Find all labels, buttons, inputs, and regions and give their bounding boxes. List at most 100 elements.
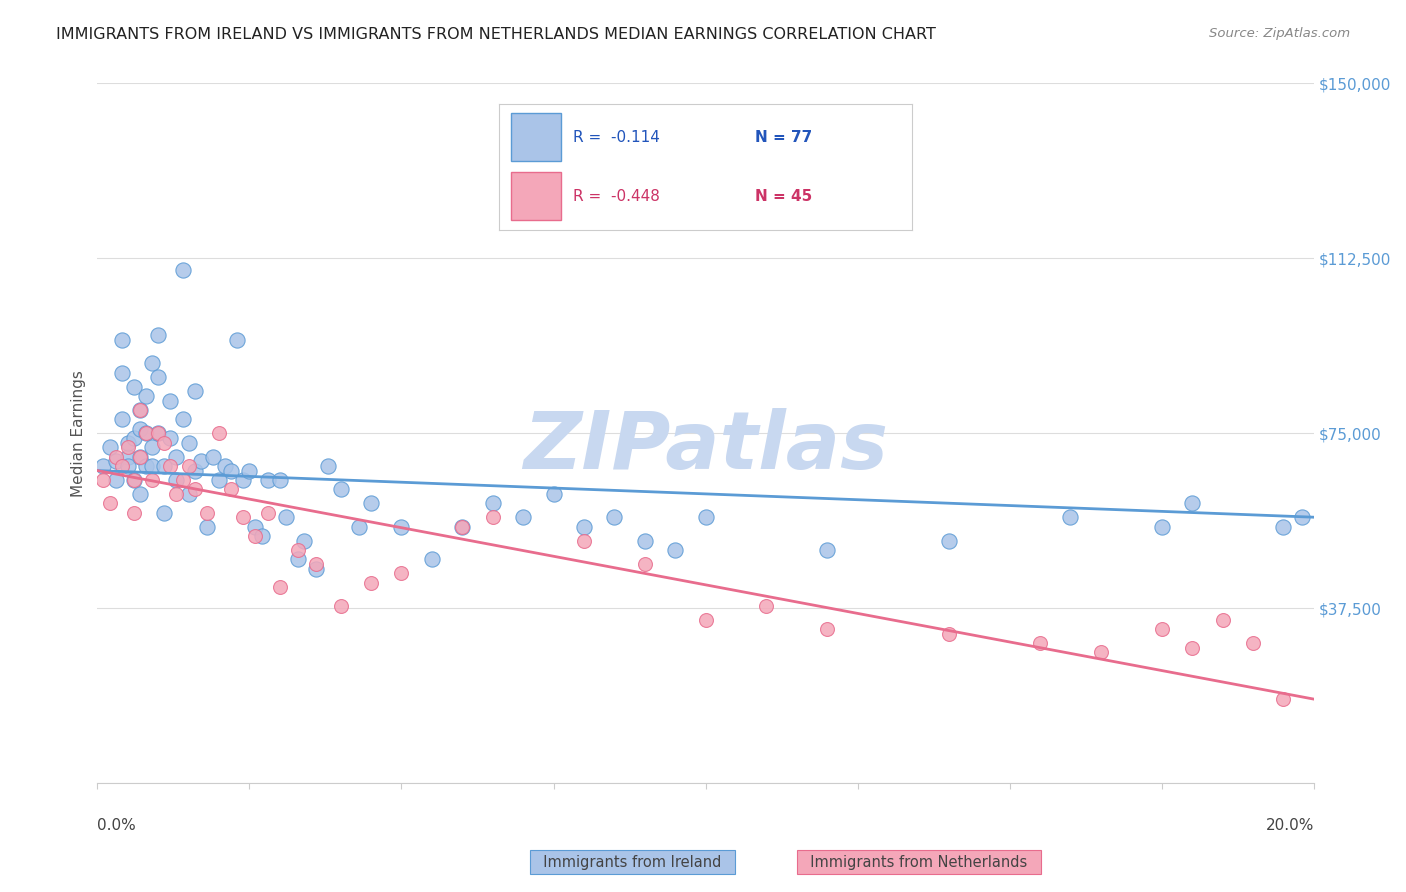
Point [117, 450, 139, 464]
Point [104, 450, 127, 464]
Point [451, 519, 474, 533]
Point [938, 627, 960, 641]
Point [1212, 613, 1234, 627]
Point [129, 487, 152, 501]
Point [98, 496, 121, 510]
Point [172, 412, 194, 426]
Point [98, 440, 121, 454]
Point [141, 458, 163, 473]
Point [165, 473, 187, 487]
Point [208, 426, 231, 441]
Point [1181, 640, 1204, 655]
Point [177, 435, 200, 450]
Point [292, 533, 315, 548]
Point [938, 533, 960, 548]
Point [219, 482, 242, 496]
Point [305, 561, 328, 575]
Point [1241, 636, 1264, 650]
Point [256, 506, 278, 520]
Point [232, 510, 254, 524]
Point [135, 426, 157, 441]
Point [232, 473, 254, 487]
Point [543, 487, 565, 501]
Point [1291, 510, 1313, 524]
Point [305, 557, 328, 571]
Text: Immigrants from Netherlands: Immigrants from Netherlands [801, 855, 1036, 870]
Point [360, 496, 382, 510]
Point [815, 542, 838, 557]
Point [190, 454, 212, 468]
Point [122, 379, 145, 393]
Point [481, 510, 503, 524]
Text: Source: ZipAtlas.com: Source: ZipAtlas.com [1209, 27, 1350, 40]
Point [129, 403, 152, 417]
Point [664, 542, 686, 557]
Point [183, 482, 205, 496]
Point [318, 458, 340, 473]
Point [572, 519, 595, 533]
Point [1181, 496, 1204, 510]
Point [219, 464, 242, 478]
Point [141, 440, 163, 454]
Point [815, 622, 838, 636]
Point [269, 580, 291, 594]
Point [245, 529, 267, 543]
Point [1029, 636, 1052, 650]
Text: 20.0%: 20.0% [1265, 818, 1313, 833]
Point [603, 510, 626, 524]
Point [135, 426, 157, 441]
Point [1150, 519, 1173, 533]
Point [141, 473, 163, 487]
Y-axis label: Median Earnings: Median Earnings [72, 370, 86, 497]
Point [391, 519, 413, 533]
Point [201, 450, 224, 464]
Point [183, 464, 205, 478]
Point [329, 599, 352, 613]
Point [117, 435, 139, 450]
Point [165, 450, 187, 464]
Point [195, 519, 218, 533]
Text: ZIPatlas: ZIPatlas [523, 409, 889, 486]
Point [512, 510, 534, 524]
Point [129, 421, 152, 435]
Point [93, 473, 115, 487]
Point [153, 506, 176, 520]
Point [111, 366, 134, 380]
Point [183, 384, 205, 399]
Point [695, 613, 717, 627]
Point [117, 458, 139, 473]
Point [122, 431, 145, 445]
Point [287, 542, 309, 557]
Point [1272, 692, 1295, 706]
Point [208, 473, 231, 487]
Point [347, 519, 370, 533]
Point [172, 473, 194, 487]
Point [111, 333, 134, 347]
Point [634, 533, 657, 548]
Point [122, 506, 145, 520]
Point [1090, 645, 1112, 659]
Point [214, 458, 236, 473]
Point [135, 389, 157, 403]
Point [695, 510, 717, 524]
Point [141, 356, 163, 370]
Point [159, 431, 181, 445]
Point [481, 496, 503, 510]
Point [153, 435, 176, 450]
Point [256, 473, 278, 487]
Point [572, 533, 595, 548]
Point [1272, 519, 1295, 533]
Point [111, 412, 134, 426]
Point [122, 473, 145, 487]
Point [250, 529, 273, 543]
Point [93, 458, 115, 473]
Point [451, 519, 474, 533]
Point [1059, 510, 1081, 524]
Point [274, 510, 297, 524]
Point [129, 403, 152, 417]
Point [634, 557, 657, 571]
Point [117, 440, 139, 454]
Point [129, 450, 152, 464]
Point [165, 487, 187, 501]
Point [146, 426, 169, 441]
